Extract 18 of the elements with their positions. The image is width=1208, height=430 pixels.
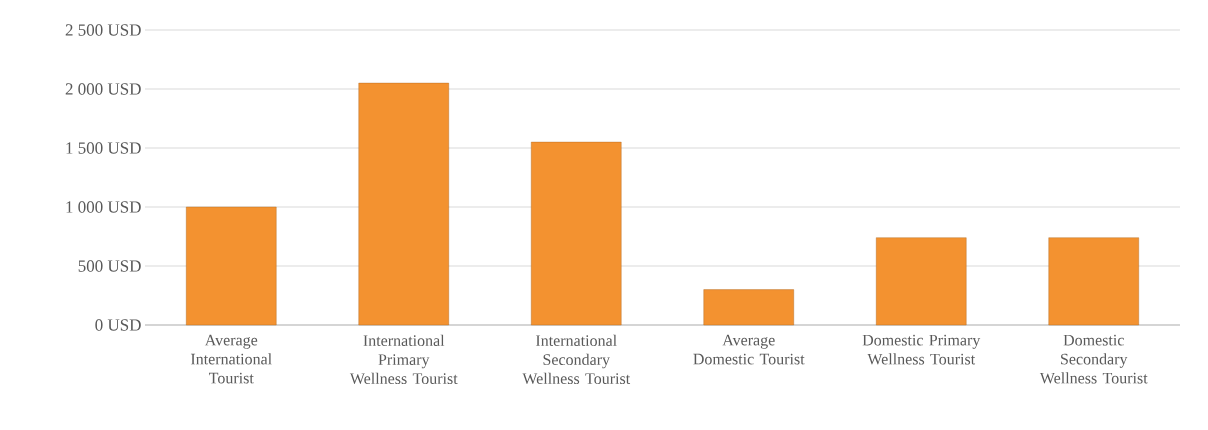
y-tick-label: 500 USD (78, 260, 141, 272)
x-tick-label: Average Domestic Tourist (693, 334, 805, 365)
x-tick-label: Average International Tourist (190, 334, 272, 384)
bar (876, 237, 967, 326)
bar (703, 289, 794, 326)
x-tick-label: International Primary Wellness Tourist (349, 334, 458, 385)
bar (186, 206, 277, 326)
x-tick-label: Domestic Secondary Wellness Tourist (1039, 334, 1148, 384)
bar (358, 82, 449, 326)
y-tick-label: 1 000 USD (66, 201, 141, 213)
y-tick-label: 1 500 USD (66, 142, 141, 154)
y-tick-label: 0 USD (95, 319, 141, 331)
y-tick-label: 2 500 USD (65, 24, 141, 36)
x-tick-label: International Secondary Wellness Tourist (522, 334, 631, 385)
x-tick-label: Domestic Primary Wellness Tourist (862, 334, 981, 365)
bar (531, 141, 622, 326)
bar (1048, 237, 1139, 326)
y-tick-label: 2 000 USD (65, 83, 141, 95)
